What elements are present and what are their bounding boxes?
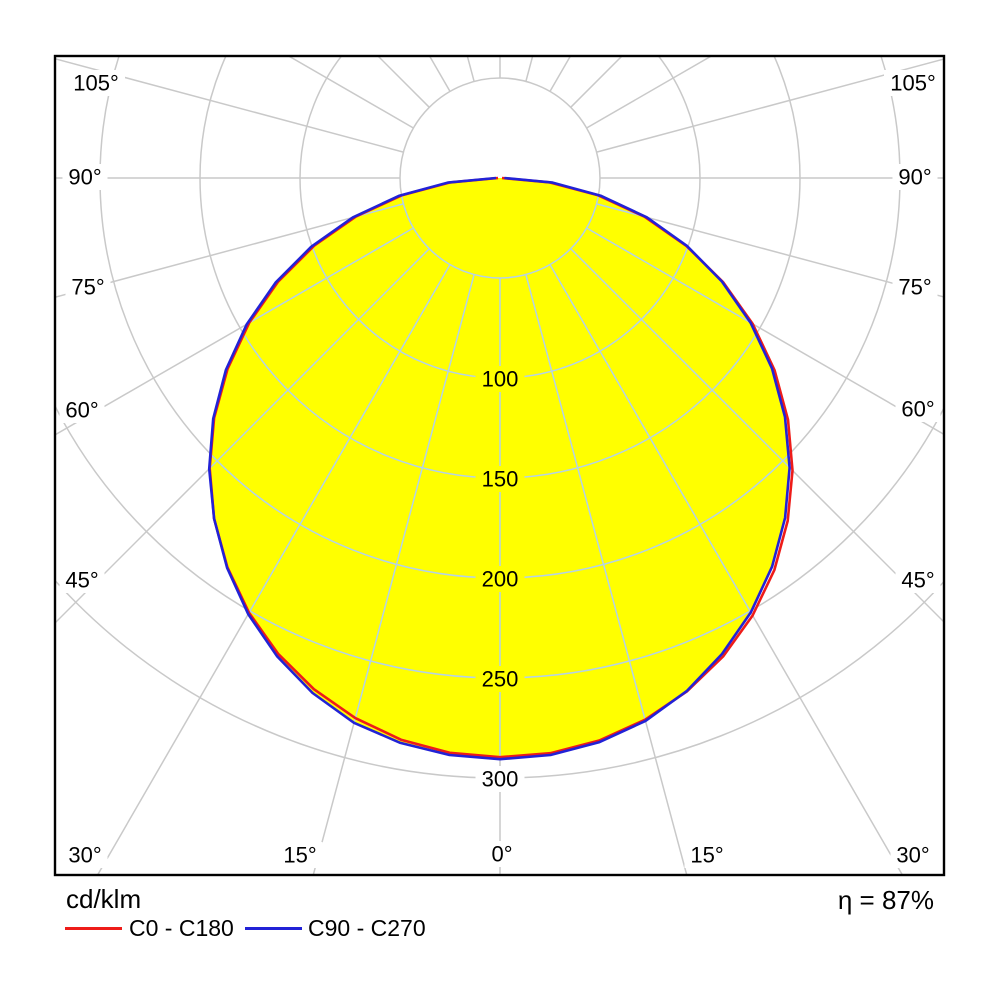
grid-ray [55,227,414,436]
angle-label-bg [892,274,938,300]
radial-label-bg [475,566,525,592]
radial-value-label: 150 [482,467,519,492]
angle-label-bg [62,164,108,190]
angle-label: 45° [901,568,934,593]
grid-ray [376,56,430,108]
legend: C0 - C180 C90 - C270 [0,914,1000,942]
radial-value-label: 300 [482,767,519,792]
angle-label: 60° [65,398,98,423]
grid-ray [586,56,713,129]
angle-label-bg [59,397,105,423]
grid-ray [0,0,429,107]
radial-value-label: 200 [482,567,519,592]
grid-ray [55,57,404,153]
angle-label: 30° [68,843,101,868]
grid-ray [596,203,944,298]
grid-ray [526,0,837,81]
grid-ray [525,274,790,760]
angle-label: 15° [283,843,316,868]
legend-label-c0: C0 - C180 [129,915,234,941]
grid-ray [587,0,1000,128]
grid-ray [209,264,451,760]
grid-ray [466,56,475,82]
grid-ray [549,264,790,760]
angle-label: 30° [896,843,929,868]
angle-label: 75° [71,275,104,300]
grid-ray [55,203,404,299]
angle-label: 0° [491,842,512,867]
angle-label: 105° [73,71,119,96]
angle-label-bg [67,70,125,96]
angle-label-bg [890,842,936,868]
angle-label-bg [895,396,941,422]
grid-ray [209,274,475,760]
grid-ray [586,227,944,436]
grid-ray [525,56,534,82]
radial-value-label: 250 [482,667,519,692]
angle-label-bg [895,567,941,593]
angle-label-bg [62,842,108,868]
angle-label-bg [59,567,105,593]
angle-label: 105° [890,71,936,96]
angle-label-bg [65,274,111,300]
angle-label: 90° [68,165,101,190]
angle-label: 60° [901,397,934,422]
legend-line-c90-icon [245,927,302,930]
angle-label-bg [892,164,938,190]
angle-label-bg [884,70,942,96]
grid-ray [0,0,413,128]
grid-ray [209,248,430,760]
angle-label: 75° [898,275,931,300]
radial-label-bg [475,666,525,692]
radial-label-bg [475,366,525,392]
grid-ray [570,248,790,760]
grid-ray [0,0,403,152]
grid-ray [596,58,944,153]
angle-label-bg [684,842,730,868]
plot-frame [53,54,946,877]
unit-label: cd/klm [66,884,142,914]
angle-label: 45° [65,568,98,593]
radial-label-bg [475,466,525,492]
angle-label: 15° [690,843,723,868]
angle-label: 90° [898,165,931,190]
curve-c90-c270 [207,176,791,761]
efficiency-label: η = 87% [837,885,934,915]
radial-value-label: 100 [482,367,519,392]
grid-ray [287,56,414,129]
grid-ray [164,0,475,81]
radial-label-bg [475,766,525,792]
legend-line-c0-icon [65,927,122,930]
legend-label-c90: C90 - C270 [308,915,426,941]
angle-label-bg [486,841,518,867]
angle-label-bg [277,842,323,868]
